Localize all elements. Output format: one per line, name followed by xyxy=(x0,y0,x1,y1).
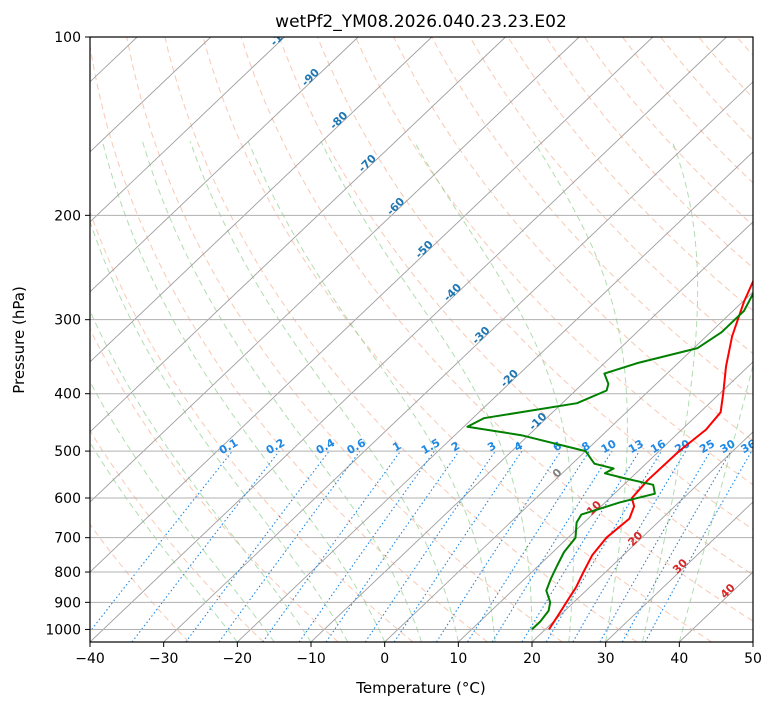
x-tick-label: −10 xyxy=(296,651,326,667)
y-tick-label: 800 xyxy=(54,565,81,581)
y-tick-label: 300 xyxy=(54,313,81,329)
y-axis: 100 200 300 400 500 600 700 800 900 1000 xyxy=(45,30,90,638)
x-tick-label: 20 xyxy=(523,651,541,667)
y-tick-label: 1000 xyxy=(45,622,81,638)
y-tick-label: 500 xyxy=(54,444,81,460)
y-tick-label: 100 xyxy=(54,30,81,46)
x-tick-label: 10 xyxy=(449,651,467,667)
y-tick-label: 700 xyxy=(54,531,81,547)
x-tick-label: 50 xyxy=(744,651,762,667)
x-tick-label: −30 xyxy=(149,651,179,667)
y-tick-label: 600 xyxy=(54,491,81,507)
x-tick-label: 30 xyxy=(597,651,615,667)
x-tick-label: −20 xyxy=(223,651,253,667)
y-tick-label: 200 xyxy=(54,208,81,224)
x-axis: −40 −30 −20 −10 0 10 20 30 40 50 xyxy=(75,642,762,667)
x-tick-label: −40 xyxy=(75,651,105,667)
chart-title: wetPf2_YM08.2026.040.23.23.E02 xyxy=(275,12,567,32)
isotherm xyxy=(753,37,775,642)
x-tick-label: 0 xyxy=(380,651,389,667)
y-axis-title: Pressure (hPa) xyxy=(10,286,28,394)
x-axis-title: Temperature (°C) xyxy=(355,679,485,697)
y-tick-label: 400 xyxy=(54,387,81,403)
y-tick-label: 900 xyxy=(54,595,81,611)
x-tick-label: 40 xyxy=(670,651,688,667)
